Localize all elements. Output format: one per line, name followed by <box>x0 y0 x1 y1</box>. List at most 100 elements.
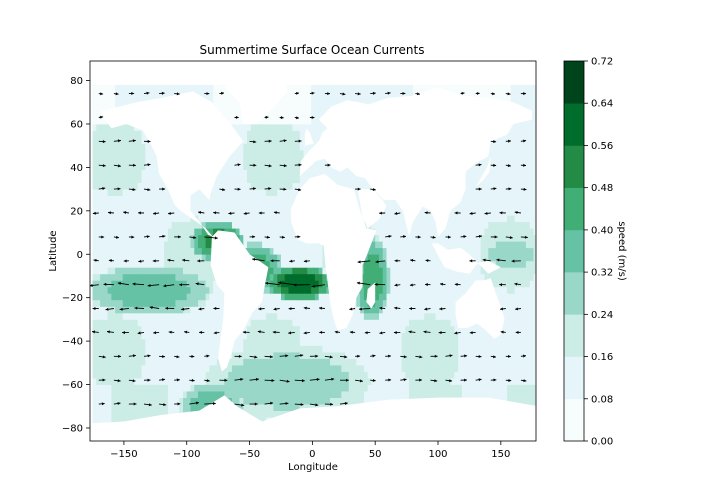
speed-cell <box>247 378 252 385</box>
speed-cell <box>160 267 165 275</box>
speed-cell <box>330 378 335 385</box>
speed-cell <box>307 254 312 262</box>
speed-cell <box>488 169 493 177</box>
speed-cell <box>183 312 188 320</box>
speed-cell <box>480 378 485 385</box>
speed-cell <box>137 195 142 203</box>
speed-cell <box>484 234 489 242</box>
speed-cell <box>265 247 271 255</box>
speed-cell <box>156 254 161 262</box>
speed-cell <box>473 325 478 333</box>
speed-cell <box>507 371 512 379</box>
speed-cell <box>510 176 516 183</box>
speed-cell <box>141 325 146 333</box>
speed-cell <box>103 234 108 242</box>
speed-cell <box>209 391 214 398</box>
speed-cell <box>488 202 493 209</box>
speed-cell <box>152 338 157 346</box>
speed-cell <box>296 241 301 249</box>
speed-cell <box>311 306 316 314</box>
speed-cell <box>254 169 259 177</box>
speed-cell <box>115 352 120 359</box>
speed-cell <box>439 286 444 294</box>
speed-cell <box>111 306 116 314</box>
speed-cell <box>205 306 210 314</box>
speed-cell <box>115 378 120 385</box>
speed-cell <box>179 397 184 405</box>
speed-cell <box>258 247 263 255</box>
speed-cell <box>454 221 459 229</box>
speed-cell <box>382 208 387 216</box>
speed-cell <box>296 163 301 170</box>
speed-cell <box>492 338 497 346</box>
speed-cell <box>510 202 516 209</box>
speed-cell <box>525 241 531 249</box>
speed-cell <box>367 182 372 190</box>
speed-cell <box>458 241 463 249</box>
speed-cell <box>198 332 203 340</box>
speed-cell <box>201 247 206 255</box>
speed-cell <box>281 371 286 379</box>
speed-cell <box>488 338 493 346</box>
speed-cell <box>269 273 274 281</box>
speed-cell <box>141 410 146 418</box>
speed-cell <box>311 378 316 385</box>
speed-cell <box>375 241 380 249</box>
speed-cell <box>96 221 101 229</box>
speed-cell <box>292 352 297 359</box>
speed-cell <box>439 325 444 333</box>
speed-cell <box>420 273 425 281</box>
speed-cell <box>156 234 161 242</box>
speed-cell <box>186 404 191 411</box>
speed-cell <box>345 378 350 385</box>
speed-cell <box>435 319 440 327</box>
speed-cell <box>458 384 463 392</box>
speed-cell <box>100 267 105 275</box>
speed-cell <box>529 319 534 327</box>
speed-cell <box>111 215 116 223</box>
speed-cell <box>194 247 199 255</box>
speed-cell <box>186 325 191 333</box>
speed-cell <box>465 371 470 379</box>
speed-cell <box>488 254 493 262</box>
speed-cell <box>96 299 101 307</box>
speed-cell <box>503 352 508 359</box>
speed-cell <box>525 202 531 209</box>
speed-cell <box>371 332 376 340</box>
speed-cell <box>107 195 112 203</box>
speed-cell <box>284 182 289 190</box>
speed-cell <box>435 234 440 242</box>
speed-cell <box>179 404 184 411</box>
speed-cell <box>299 247 304 255</box>
speed-cell <box>160 410 165 418</box>
speed-cell <box>330 384 335 392</box>
speed-cell <box>390 371 395 379</box>
speed-cell <box>401 228 406 236</box>
speed-cell <box>326 306 331 314</box>
speed-cell <box>401 215 406 223</box>
speed-cell <box>167 365 173 372</box>
speed-cell <box>96 234 101 242</box>
speed-cell <box>254 254 259 262</box>
speed-cell <box>469 195 474 203</box>
speed-cell <box>495 365 500 372</box>
speed-cell <box>254 241 259 249</box>
speed-cell <box>265 404 271 411</box>
speed-cell <box>424 332 429 340</box>
speed-cell <box>446 365 451 372</box>
speed-cell <box>394 358 399 366</box>
speed-cell <box>458 391 463 398</box>
speed-cell <box>149 397 154 405</box>
speed-cell <box>311 325 316 333</box>
speed-cell <box>103 384 108 392</box>
speed-cell <box>405 312 410 320</box>
speed-cell <box>160 280 165 288</box>
speed-cell <box>337 358 342 366</box>
speed-cell <box>394 260 399 268</box>
speed-cell <box>337 338 342 346</box>
speed-cell <box>213 286 218 294</box>
speed-cell <box>269 352 274 359</box>
speed-cell <box>371 312 376 320</box>
speed-cell <box>510 358 516 366</box>
speed-cell <box>145 325 150 333</box>
